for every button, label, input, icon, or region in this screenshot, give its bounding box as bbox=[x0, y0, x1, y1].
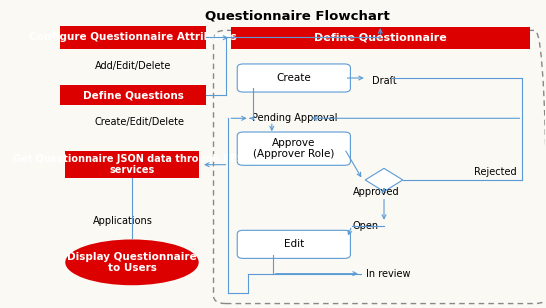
Text: Define Questionnaire: Define Questionnaire bbox=[314, 33, 447, 43]
Text: Define Questions: Define Questions bbox=[83, 90, 183, 100]
Text: Get Questionnaire JSON data through REST
services: Get Questionnaire JSON data through REST… bbox=[13, 154, 251, 176]
Text: Create/Edit/Delete: Create/Edit/Delete bbox=[95, 117, 185, 128]
Text: In review: In review bbox=[366, 269, 410, 279]
FancyBboxPatch shape bbox=[66, 151, 199, 178]
FancyBboxPatch shape bbox=[231, 27, 530, 49]
Text: Open: Open bbox=[353, 221, 379, 231]
FancyBboxPatch shape bbox=[60, 26, 206, 49]
Text: Create: Create bbox=[276, 73, 311, 83]
FancyBboxPatch shape bbox=[60, 85, 206, 105]
FancyBboxPatch shape bbox=[238, 64, 351, 92]
Text: Add/Edit/Delete: Add/Edit/Delete bbox=[95, 61, 171, 71]
Text: Approve
(Approver Role): Approve (Approver Role) bbox=[253, 138, 335, 160]
Text: Questionnaire Flowchart: Questionnaire Flowchart bbox=[205, 9, 390, 22]
Text: Draft: Draft bbox=[372, 76, 396, 86]
Text: Edit: Edit bbox=[284, 239, 304, 249]
Text: Pending Approval: Pending Approval bbox=[252, 113, 337, 123]
Ellipse shape bbox=[66, 239, 199, 285]
Polygon shape bbox=[365, 168, 403, 192]
Text: Rejected: Rejected bbox=[474, 167, 517, 177]
Text: Approved: Approved bbox=[353, 187, 400, 197]
FancyBboxPatch shape bbox=[238, 132, 351, 165]
Text: Configure Questionnaire Attributes: Configure Questionnaire Attributes bbox=[29, 32, 237, 42]
Text: Display Questionnaire
to Users: Display Questionnaire to Users bbox=[67, 252, 197, 273]
FancyBboxPatch shape bbox=[238, 230, 351, 258]
Text: Applications: Applications bbox=[92, 216, 152, 226]
